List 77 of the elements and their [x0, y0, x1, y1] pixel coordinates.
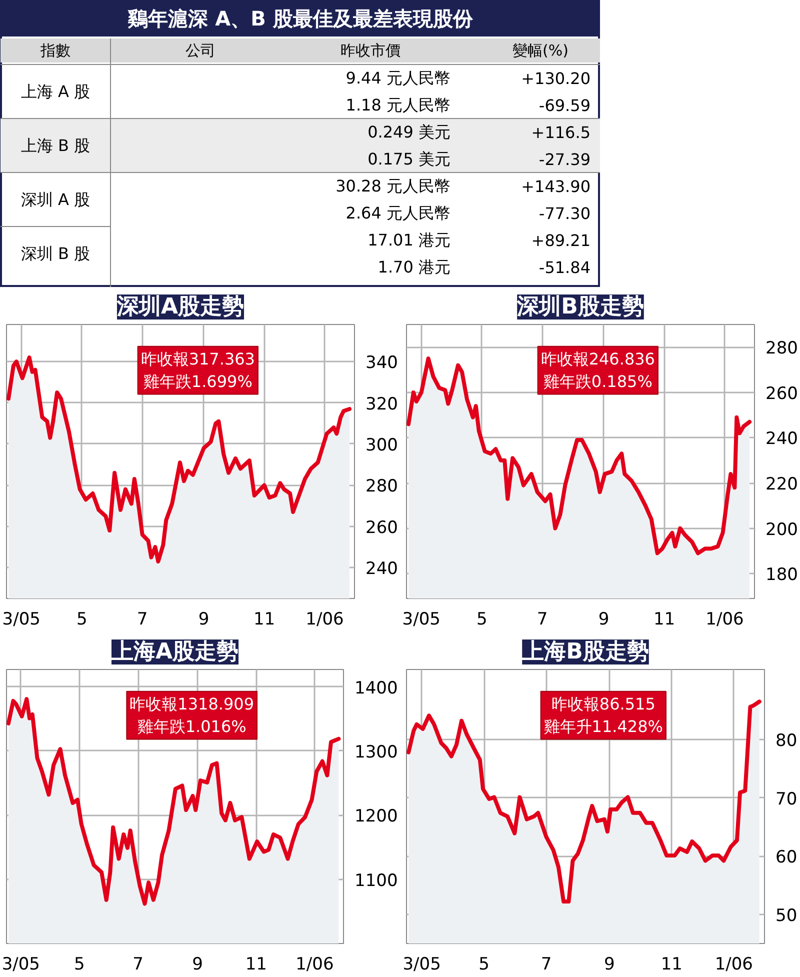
text: 30.28 元人民幣 [336, 176, 450, 196]
y-tick-label: 80 [776, 730, 798, 751]
chart-title: 上海B股走勢 [521, 640, 649, 664]
text: 17.01 港元 [368, 230, 450, 250]
y-tick-label: 340 [366, 353, 398, 374]
y-tick-label: 1300 [354, 742, 398, 762]
y-tick-label: 320 [366, 394, 398, 414]
y-tick-label: 1100 [354, 870, 398, 891]
y-tick-label: 180 [766, 565, 798, 586]
category-label: 深圳 A 股 [20, 190, 90, 209]
x-tick-label: 5 [478, 954, 490, 974]
x-tick-label: 9 [598, 610, 610, 630]
category-label: 指數 [40, 42, 70, 60]
y-tick-label: 280 [366, 476, 398, 497]
chart-title: 上海A股走勢 [110, 640, 239, 664]
category-label: 昨收市價 [340, 42, 400, 60]
x-tick-label: 5 [476, 610, 488, 630]
x-tick-label: 3/05 [402, 610, 440, 630]
text: 0.175 美元 [368, 150, 450, 168]
y-tick-label: 220 [766, 474, 798, 495]
x-tick-label: 1/06 [306, 610, 344, 630]
y-tick-label: 70 [776, 789, 798, 810]
y-tick-label: 1200 [354, 806, 398, 827]
x-tick-label: 3/05 [2, 954, 40, 974]
category-label: 上海 A 股 [20, 82, 90, 101]
y-tick-label: 260 [766, 384, 798, 404]
x-tick-label: 3/05 [402, 954, 441, 974]
annotation: 昨收報86.515 雞年升11.428% [544, 694, 663, 736]
x-tick-label: 7 [540, 954, 552, 974]
x-tick-label: 11 [253, 610, 276, 630]
text: 1.18 元人民幣 [346, 96, 451, 114]
x-tick-label: 9 [604, 954, 615, 974]
text: +130.20 [521, 69, 590, 88]
x-tick-label: 11 [653, 610, 676, 630]
x-tick-label: 7 [536, 610, 548, 630]
x-tick-label: 1/06 [296, 954, 334, 974]
y-tick-label: 280 [766, 338, 798, 359]
category-label: 深圳 B 股 [20, 244, 90, 263]
text: 2.64 元人民幣 [346, 204, 451, 222]
text: +89.21 [531, 231, 591, 250]
category-label: 變幅(%) [512, 42, 568, 60]
chart-title: 深圳B股走勢 [516, 294, 644, 320]
annotation: 昨收報317.363 雞年跌1.699% [140, 349, 255, 392]
text: -69.59 [538, 96, 590, 115]
x-tick-label: 1/06 [714, 954, 753, 974]
y-tick-label: 200 [766, 520, 798, 540]
x-tick-label: 5 [74, 954, 85, 974]
text: -77.30 [538, 204, 590, 223]
text: -51.84 [538, 258, 590, 277]
chart-title: 深圳A股走勢 [116, 294, 244, 320]
x-tick-label: 5 [76, 610, 88, 630]
y-tick-label: 240 [766, 429, 798, 450]
y-tick-label: 1400 [354, 678, 398, 698]
x-tick-label: 11 [660, 954, 683, 974]
y-tick-label: 60 [776, 848, 798, 868]
category-label: 上海 B 股 [20, 136, 90, 155]
x-tick-label: 3/05 [2, 610, 40, 630]
text: 9.44 元人民幣 [346, 68, 451, 88]
text: +143.90 [521, 177, 590, 196]
y-tick-label: 260 [366, 518, 398, 538]
category-label: 公司 [186, 42, 216, 60]
x-tick-label: 7 [136, 610, 148, 630]
text: 1.70 港元 [378, 258, 451, 276]
annotation: 昨收報1318.909 雞年跌1.016% [130, 694, 254, 736]
annotation: 昨收報246.836 雞年跌0.185% [540, 349, 655, 392]
text: +116.5 [531, 123, 591, 142]
text: 鷄年滬深 A、B 股最佳及最差表現股份 [127, 6, 474, 30]
y-tick-label: 240 [366, 559, 398, 580]
x-tick-label: 11 [245, 954, 267, 974]
x-tick-label: 9 [198, 610, 210, 630]
y-tick-label: 50 [776, 906, 798, 926]
x-tick-label: 1/06 [706, 610, 744, 630]
x-tick-label: 9 [192, 954, 203, 974]
y-tick-label: 300 [366, 435, 398, 456]
text: -27.39 [538, 150, 590, 169]
text: 0.249 美元 [368, 122, 450, 142]
x-tick-label: 7 [132, 954, 144, 974]
